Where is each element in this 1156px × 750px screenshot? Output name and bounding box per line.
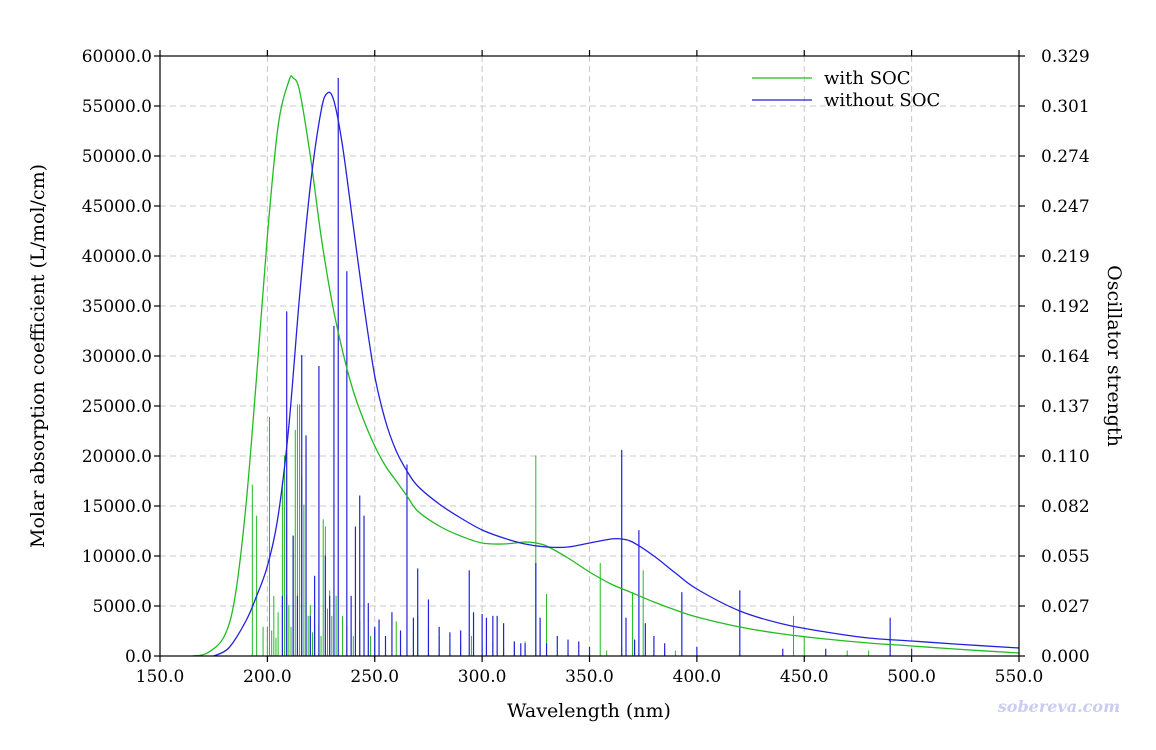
x-tick-label: 150.0 [136,667,185,687]
y-axis-ticks: 0.0 5000.0 10000.0 15000.0 20000.0 25000.0 300… [82,47,160,667]
y2-tick-label: 0.137 [1041,397,1090,417]
watermark: sobereva.com [997,697,1120,716]
legend: with SOC without SOC [752,68,940,111]
x-tick-label: 200.0 [243,667,292,687]
y-tick-label: 45000.0 [82,197,152,217]
x-tick-label: 250.0 [350,667,399,687]
y2-tick-label: 0.247 [1041,197,1090,217]
x-tick-label: 500.0 [887,667,936,687]
x-tick-label: 450.0 [780,667,829,687]
y2-tick-label: 0.027 [1041,597,1090,617]
y-tick-label: 5000.0 [93,597,152,617]
x-tick-label: 350.0 [565,667,614,687]
y2-tick-label: 0.082 [1041,497,1090,517]
y-tick-label: 35000.0 [82,297,152,317]
y2-tick-label: 0.055 [1041,547,1090,567]
grid-lines [160,56,1019,656]
y-tick-label: 10000.0 [82,547,152,567]
legend-label-without-soc: without SOC [824,90,940,111]
y-tick-label: 60000.0 [82,47,152,67]
curve-without-soc [213,91,1020,657]
y2-tick-label: 0.192 [1041,297,1090,317]
y2-tick-label: 0.329 [1041,47,1090,67]
x-axis-ticks: 150.0 200.0 250.0 300.0 350.0 400.0 450.0 500.0… [136,50,1044,687]
y-axis-title: Molar absorption coefficient (L/mol/cm) [27,164,49,548]
y-tick-label: 40000.0 [82,247,152,267]
oscillator-sticks [251,77,913,656]
y-tick-label: 55000.0 [82,97,152,117]
x-tick-label: 300.0 [458,667,507,687]
x-axis-title: Wavelength (nm) [507,700,671,722]
absorption-curves [192,75,1020,657]
y2-tick-label: 0.219 [1041,247,1090,267]
y-tick-label: 25000.0 [82,397,152,417]
y2-tick-label: 0.301 [1041,97,1090,117]
y-tick-label: 20000.0 [82,447,152,467]
y-tick-label: 50000.0 [82,147,152,167]
y2-tick-label: 0.110 [1041,447,1090,467]
y-tick-label: 0.0 [125,647,152,667]
curve-with-soc [192,75,1020,657]
y2-tick-label: 0.000 [1041,647,1090,667]
y-tick-label: 15000.0 [82,497,152,517]
x-tick-label: 400.0 [673,667,722,687]
y2-axis-ticks: 0.000 0.027 0.055 0.082 0.110 0.137 0.164 0.192… [1019,47,1090,667]
x-tick-label: 550.0 [995,667,1044,687]
y2-axis-title: Oscillator strength [1103,265,1125,447]
y-tick-label: 30000.0 [82,347,152,367]
legend-label-with-soc: with SOC [824,68,911,89]
y2-tick-label: 0.164 [1041,347,1090,367]
y2-tick-label: 0.274 [1041,147,1090,167]
